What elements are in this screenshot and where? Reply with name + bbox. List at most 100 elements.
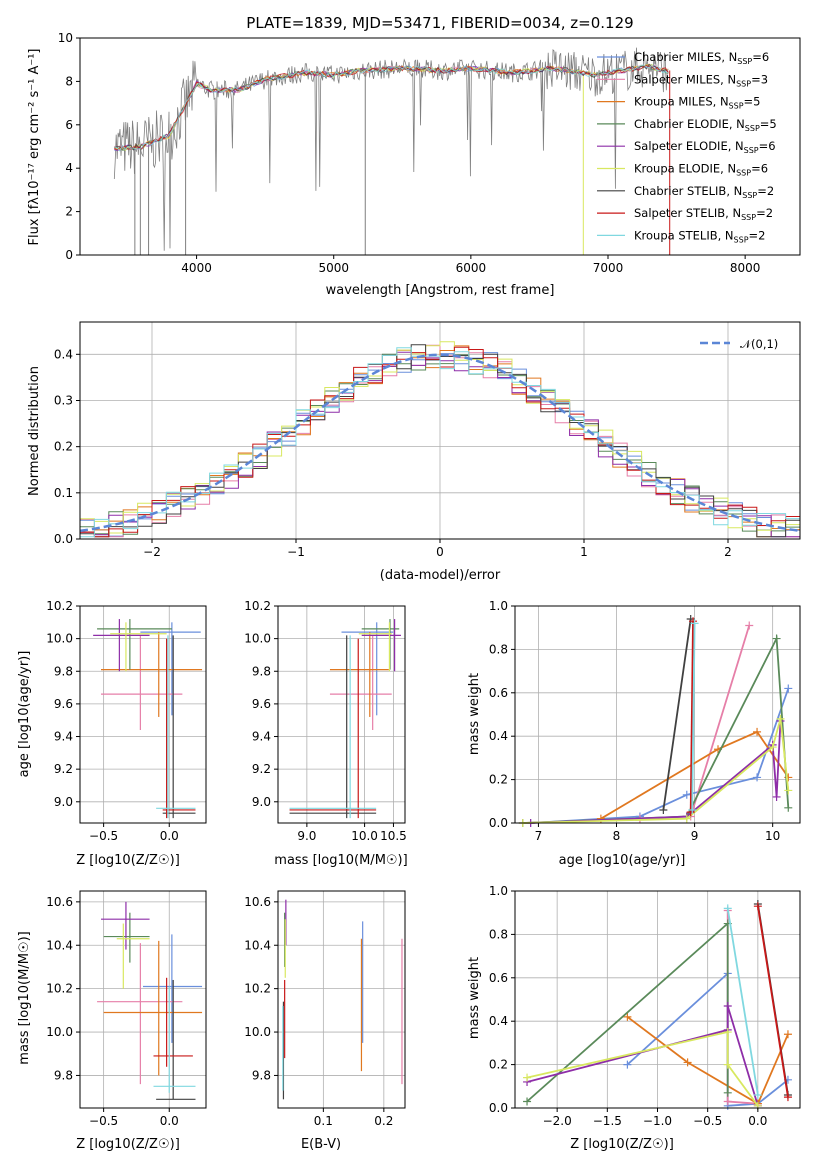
spectrum-xlabel: wavelength [Angstrom, rest frame] [326,283,555,298]
residual-xtick-label: −2 [143,545,161,559]
residual-histograms [79,341,801,538]
spectrum-ytick-label: 8 [65,74,73,88]
residual-ticks: −2 −1 0 1 2 0.0 0.1 0.2 0.3 0.4 [54,347,732,559]
legend-label-2: Kroupa MILES, NSSP=5 [634,95,760,111]
ytick-label: 0.2 [489,773,508,787]
model-fit-line-7 [114,65,669,151]
p7-grid [278,891,405,1108]
residual-ytick-label: 0.2 [54,440,73,454]
ytick-label: 9.0 [252,795,271,809]
weight-marker-2 [783,1030,792,1039]
residual-ytick-label: 0.1 [54,486,73,500]
weight-line-5 [522,718,790,824]
ytick-label: 1.0 [489,599,508,613]
weight-line-5 [526,1030,759,1107]
weight-line-0 [530,688,790,824]
weight-marker-3 [772,634,781,643]
p3-grid [80,605,206,823]
weight-marker-0 [784,684,793,693]
ytick-label: 10.6 [244,895,271,909]
spectrum-xtick-label: 5000 [318,261,349,275]
spectrum-xtick-label: 7000 [593,261,624,275]
legend-label-1: Salpeter MILES, NSSP=3 [634,72,768,88]
residual-xtick-label: 0 [436,545,444,559]
p5-frame [514,605,801,824]
residual-xlabel: (data-model)/error [380,568,501,583]
xtick-label: 0.0 [748,1114,767,1128]
weight-marker-2 [623,1012,632,1021]
weight-marker-4 [723,1002,732,1011]
ytick-label: 0.8 [489,642,508,656]
spectrum-ylabel: Flux [fλ10⁻¹⁷ erg cm⁻² s⁻¹ A⁻¹] [27,49,42,246]
legend-label-7: Salpeter STELIB, NSSP=2 [634,206,773,222]
p7-frame [277,890,406,1109]
weight-marker-5 [784,786,793,795]
ytick-label: 9.4 [252,730,271,744]
weight-marker-1 [723,1097,732,1106]
weight-marker-3 [723,1088,732,1097]
p3-ticks: −0.5 0.0 9.0 9.2 9.4 9.6 9.8 10.0 10.2 [46,599,179,843]
z-age-panel: −0.5 0.0 9.0 9.2 9.4 9.6 9.8 10.0 10.2 [46,599,207,843]
xtick-label: −0.5 [89,1114,118,1128]
weight-line-8 [726,908,759,1096]
legend-label-8: Kroupa STELIB, NSSP=2 [634,228,765,244]
spectrum-ytick-label: 10 [58,31,73,45]
p6-data [97,901,203,1100]
weight-marker-0 [682,790,691,799]
normal-legend-label: 𝒩(0,1) [740,337,778,351]
ytick-label: 10.2 [46,982,73,996]
z-mass-xlabel: Z [log10(Z/Z☉)] [76,1137,180,1152]
p6-frame [79,890,207,1109]
xtick-label: 9.0 [297,829,316,843]
p6-grid [80,891,206,1108]
residual-ytick-label: 0.3 [54,393,73,407]
observed-spectrum-line [113,47,669,251]
ytick-label: 0.8 [489,927,508,941]
ytick-label: 0.4 [489,1014,508,1028]
p6-ticks: −0.5 0.0 9.8 10.0 10.2 10.4 10.6 [46,895,179,1128]
ytick-label: 10.0 [244,632,271,646]
weight-marker-5 [723,1060,732,1069]
ytick-label: 9.2 [252,762,271,776]
p4-frame [277,605,406,824]
weight-marker-8 [753,1090,762,1099]
xtick-label: 0.1 [314,1114,333,1128]
normal-curve [79,353,801,533]
spectrum-panel: Chabrier MILES, NSSP=6 Salpeter MILES, NS… [27,31,801,298]
age-weight-ylabel: mass weight [467,673,482,755]
residual-legend: 𝒩(0,1) [700,337,778,351]
ytick-label: 9.8 [54,664,73,678]
spectrum-ytick-label: 0 [65,248,73,262]
weight-marker-8 [688,805,697,814]
weight-marker-7 [753,902,762,911]
z-mass-panel: −0.5 0.0 9.8 10.0 10.2 10.4 10.6 [46,890,207,1128]
weight-line-3 [522,635,790,824]
ytick-label: 9.2 [54,762,73,776]
xtick-label: −2.0 [543,1114,572,1128]
p5-ticks: 7 8 9 10 0.0 0.2 0.4 0.6 0.8 1.0 [489,599,780,843]
p4-grid [278,605,405,823]
ytick-label: 10.2 [244,982,271,996]
weight-line-2 [626,1016,789,1105]
residual-ytick-label: 0.0 [54,532,73,546]
p5-data [518,615,793,827]
xtick-label: 10 [765,829,780,843]
weight-line-7 [689,621,694,813]
ytick-label: 0.6 [489,686,508,700]
weight-marker-6 [659,805,668,814]
ytick-label: 10.0 [46,1025,73,1039]
weight-marker-0 [753,773,762,782]
mass-age-xlabel: mass [log10(M/M☉)] [274,853,407,868]
figure-title: PLATE=1839, MJD=53471, FIBERID=0034, z=0… [246,14,633,32]
ytick-label: 10.4 [244,938,271,952]
weight-marker-5 [768,743,777,752]
xtick-label: 0.0 [160,829,179,843]
xtick-label: 0.0 [160,1114,179,1128]
model-fit-line-5 [114,63,669,152]
ytick-label: 9.6 [252,697,271,711]
ytick-label: 1.0 [489,884,508,898]
z-weight-xlabel: Z [log10(Z/Z☉)] [570,1137,674,1152]
z-weight-ylabel: mass weight [467,957,482,1039]
z-age-xlabel: Z [log10(Z/Z☉)] [76,853,180,868]
spectrum-ytick-label: 2 [65,205,73,219]
